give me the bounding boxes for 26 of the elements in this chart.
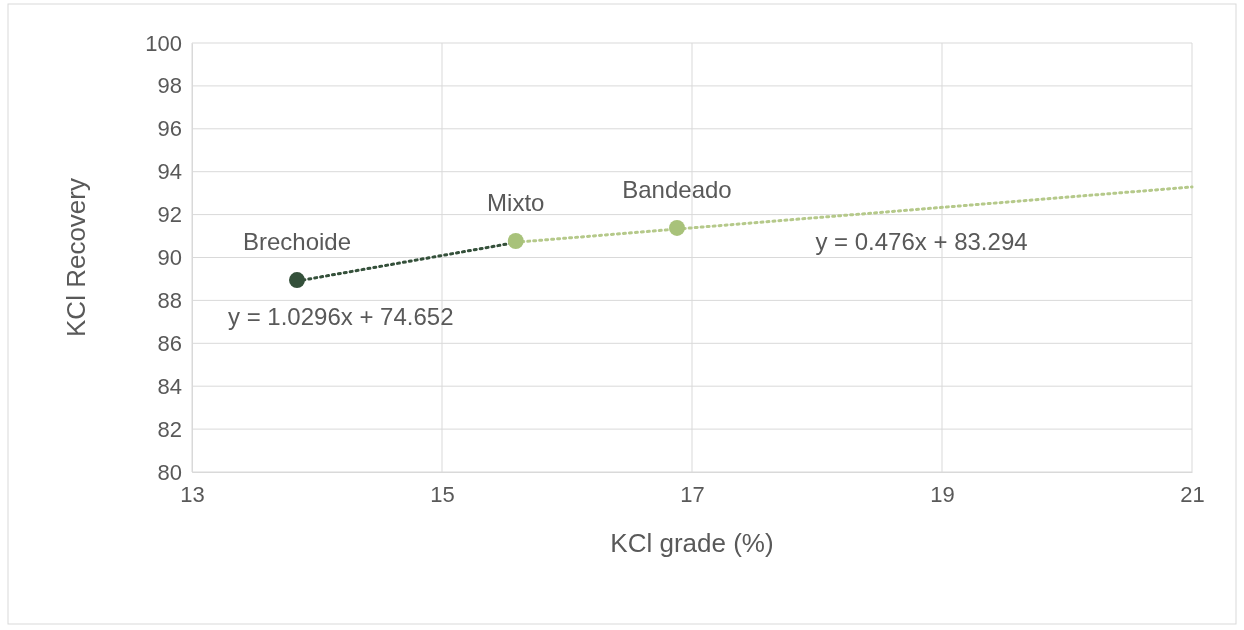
y-axis-title: KCl Recovery — [61, 178, 91, 337]
y-tick-label: 98 — [157, 73, 182, 99]
y-tick-label: 90 — [157, 245, 182, 271]
x-tick-label: 15 — [430, 481, 455, 507]
y-tick-label: 100 — [145, 30, 182, 56]
series-label: Mixto — [487, 188, 545, 216]
x-tick-label: 13 — [180, 481, 205, 507]
y-tick-label: 86 — [157, 330, 182, 356]
annotation: y = 1.0296x + 74.652 — [227, 302, 454, 330]
y-tick-label: 82 — [157, 416, 182, 442]
y-tick-label: 92 — [157, 202, 182, 228]
series-label: Bandeado — [622, 175, 732, 203]
x-tick-label: 17 — [680, 481, 705, 507]
point — [289, 272, 305, 288]
point — [669, 219, 685, 236]
series-label: Brechoide — [242, 228, 352, 256]
y-tick-label: 88 — [157, 287, 182, 313]
point — [507, 233, 524, 249]
y-tick-label: 80 — [157, 459, 182, 485]
x-axis-title: KCl grade (%) — [610, 528, 774, 558]
y-tick-label: 84 — [157, 373, 182, 399]
x-tick-label: 19 — [930, 481, 955, 507]
y-tick-label: 96 — [157, 116, 182, 142]
annotation: y = 0.476x + 83.294 — [815, 228, 1028, 256]
y-tick-label: 94 — [157, 159, 182, 185]
x-tick-label: 21 — [1180, 481, 1205, 507]
